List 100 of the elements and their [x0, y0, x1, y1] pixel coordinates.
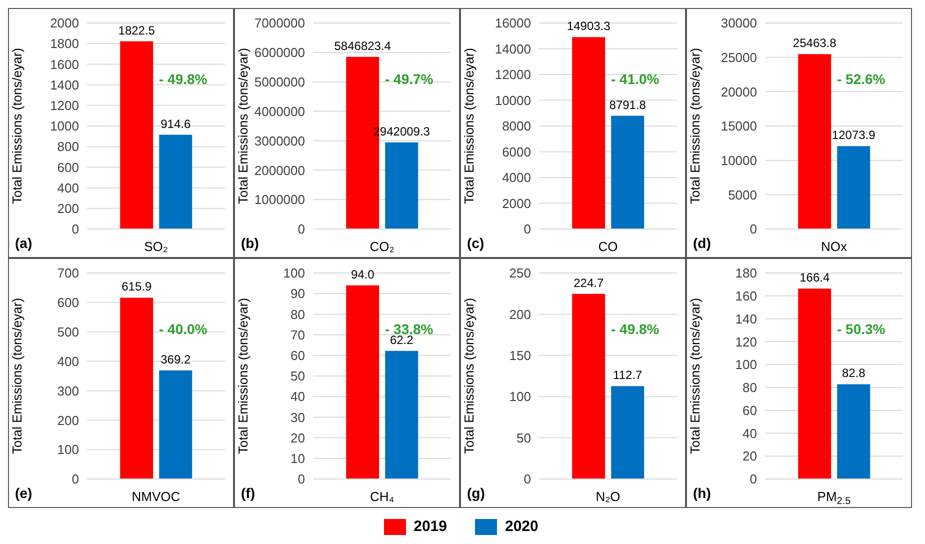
y-tick-label: 25000	[720, 50, 757, 65]
x-tick-label: CO	[598, 239, 618, 254]
y-tick-label: 90	[290, 286, 305, 302]
data-label: 369.2	[160, 352, 191, 366]
text: (d)	[693, 235, 711, 251]
x-tick-label: SO₂	[144, 239, 168, 254]
y-tick-label: 6000	[502, 144, 531, 160]
y-tick-label: 250	[509, 266, 531, 281]
data-label: 12073.9	[832, 128, 876, 142]
y-tick-label: 10	[290, 451, 305, 466]
y-tick-label: 160	[735, 288, 757, 304]
y-tick-label: 12000	[494, 67, 531, 82]
y-tick-label: 400	[57, 354, 79, 369]
x-tick-label: NMVOC	[132, 489, 180, 504]
y-tick-label: 140	[735, 311, 757, 326]
y-tick-label: 3000000	[254, 133, 305, 148]
y-tick-label: 120	[735, 334, 757, 350]
y-tick-label: 10000	[494, 92, 531, 108]
y-tick-label: 100	[283, 266, 305, 281]
y-tick-label: 100	[509, 389, 531, 404]
y-tick-label: 150	[509, 348, 531, 364]
y-axis-title: Total Emissions (tons/eyar)	[10, 298, 25, 454]
y-tick-label: 8000	[502, 118, 531, 134]
text: (c)	[467, 235, 484, 251]
text: (a)	[15, 235, 32, 251]
annotation: - 41.0%	[611, 71, 660, 87]
y-axis-title: Total Emissions (tons/eyar)	[236, 298, 251, 454]
y-axis-title: Total Emissions (tons/eyar)	[10, 48, 25, 204]
y-tick-label: 0	[72, 472, 79, 487]
text: (g)	[467, 485, 485, 501]
x-tick-label: CO₂	[370, 239, 394, 254]
y-tick-label: 30000	[720, 16, 757, 31]
y-tick-label: 1000	[50, 118, 79, 134]
y-tick-label: 20000	[720, 84, 757, 100]
data-label: 615.9	[122, 280, 152, 294]
y-tick-label: 600	[57, 295, 79, 310]
y-tick-label: 0	[750, 222, 757, 237]
y-tick-label: 800	[57, 139, 79, 154]
text: (h)	[693, 485, 711, 501]
y-tick-label: 6000000	[254, 45, 305, 60]
y-tick-label: 15000	[720, 118, 757, 134]
y-tick-label: 40	[742, 426, 757, 441]
y-tick-label: 2000	[50, 16, 79, 31]
annotation: - 49.8%	[159, 71, 208, 87]
y-tick-label: 200	[57, 412, 79, 428]
y-tick-label: 80	[742, 380, 757, 396]
data-label: 5846823.4	[334, 38, 392, 53]
data-label: 914.6	[160, 116, 191, 131]
y-tick-label: 4000	[502, 170, 531, 186]
data-label: 166.4	[800, 270, 830, 285]
y-tick-label: 100	[57, 442, 79, 458]
y-tick-label: 1200	[50, 98, 79, 114]
y-tick-label: 0	[298, 222, 305, 237]
y-tick-label: 5000000	[254, 74, 305, 90]
y-tick-label: 20	[742, 448, 757, 464]
y-tick-label: 0	[524, 222, 531, 237]
y-tick-label: 180	[735, 266, 757, 281]
data-label: 14903.3	[566, 19, 611, 34]
x-tick-label: CH₄	[370, 489, 394, 504]
y-tick-label: 2000000	[254, 162, 305, 178]
y-axis-title: Total Emissions (tons/eyar)	[688, 298, 703, 454]
y-tick-label: 0	[750, 472, 757, 487]
legend-label: 2019	[414, 518, 447, 535]
y-tick-label: 500	[57, 324, 79, 340]
y-tick-label: 16000	[494, 16, 531, 31]
y-tick-label: 14000	[494, 41, 531, 56]
annotation: - 40.0%	[159, 321, 208, 337]
y-tick-label: 80	[290, 306, 305, 322]
annotation: - 50.3%	[837, 321, 886, 337]
y-tick-label: 0	[298, 472, 305, 487]
data-label: 1822.5	[118, 23, 156, 38]
x-tick-label: NOx	[821, 239, 848, 254]
text: (f)	[241, 485, 255, 501]
y-tick-label: 70	[290, 327, 305, 342]
y-tick-label: 1000000	[254, 192, 305, 208]
y-tick-label: 20	[290, 430, 305, 446]
y-tick-label: 50	[516, 430, 531, 446]
data-label: 82.8	[842, 366, 866, 380]
y-tick-label: 1400	[50, 77, 79, 92]
annotation: - 49.8%	[611, 321, 660, 337]
y-tick-label: 0	[72, 222, 79, 237]
data-label: 25463.8	[792, 36, 837, 50]
y-axis-title: Total Emissions (tons/eyar)	[236, 48, 251, 204]
y-axis-title: Total Emissions (tons/eyar)	[462, 298, 477, 454]
y-tick-label: 100	[735, 357, 757, 372]
y-tick-label: 700	[57, 266, 79, 281]
y-tick-label: 7000000	[254, 16, 305, 31]
text: (b)	[241, 235, 259, 251]
annotation: - 52.6%	[837, 71, 886, 87]
x-tick-label: PM$_{2.5}$	[817, 489, 852, 506]
y-tick-label: 5000	[728, 187, 757, 202]
y-tick-label: 10000	[720, 152, 757, 168]
y-tick-label: 200	[57, 201, 79, 216]
y-tick-label: 1600	[50, 56, 79, 72]
data-label: 8791.8	[609, 98, 646, 112]
text: (e)	[15, 485, 32, 501]
data-label: 112.7	[613, 368, 643, 382]
y-tick-label: 0	[524, 472, 531, 487]
data-label: 224.7	[574, 276, 604, 290]
y-axis-title: Total Emissions (tons/eyar)	[462, 48, 477, 204]
